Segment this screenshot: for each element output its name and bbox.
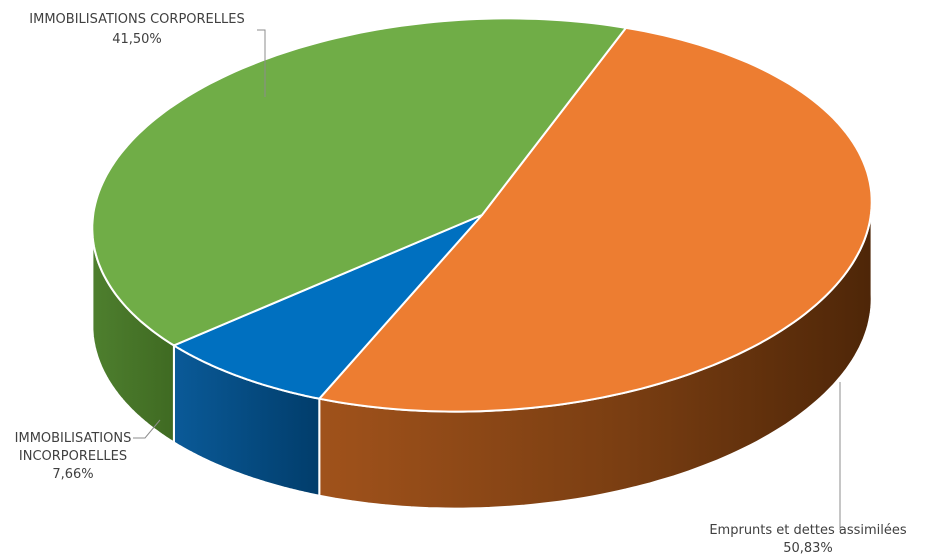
label-corporelles-name: IMMOBILISATIONS CORPORELLES <box>29 12 244 27</box>
pie-slice-blue-incorporelles <box>172 214 483 400</box>
label-incorporelles-name-line1: IMMOBILISATIONS <box>15 431 132 446</box>
label-emprunts-value: 50,83% <box>783 541 833 556</box>
leader-line-incorporelles <box>133 419 161 439</box>
label-incorporelles-name-line2: INCORPORELLES <box>19 449 127 464</box>
label-emprunts-name: Emprunts et dettes assimilées <box>709 523 907 538</box>
pie-slice-orange-emprunts <box>318 26 873 413</box>
pie-sides <box>91 197 873 510</box>
pie-slice-green-corporelles <box>91 17 627 347</box>
pie-tops <box>91 17 873 413</box>
label-corporelles-value: 41,50% <box>112 32 162 47</box>
leader-line-corporelles <box>257 29 266 97</box>
label-incorporelles-value: 7,66% <box>52 467 93 482</box>
